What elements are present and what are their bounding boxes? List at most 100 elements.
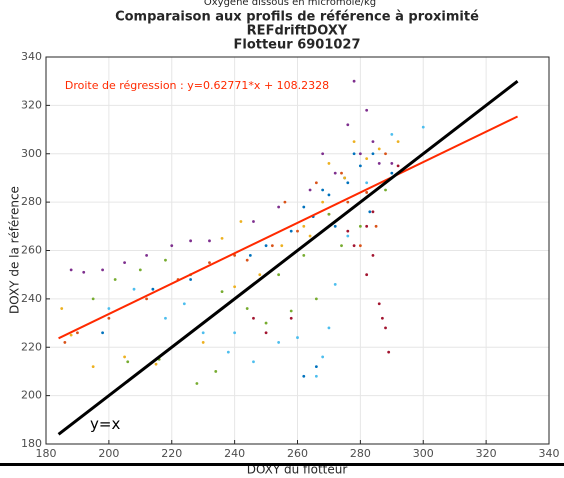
scatter-point [374, 224, 378, 228]
scatter-point [343, 176, 347, 180]
scatter-point [264, 244, 268, 248]
scatter-point [248, 253, 252, 257]
scatter-point [283, 200, 287, 204]
scatter-point [371, 210, 375, 214]
x-tick-label: 320 [476, 447, 497, 460]
scatter-point [164, 316, 167, 320]
scatter-point [384, 326, 387, 330]
scatter-point [69, 268, 73, 272]
scatter-point [101, 331, 104, 335]
x-tick-label: 340 [539, 447, 560, 460]
scatter-point [333, 282, 337, 286]
scatter-point [346, 123, 350, 127]
scatter-point [327, 326, 331, 330]
scatter-point [245, 307, 249, 310]
scatter-point [101, 268, 104, 272]
annotation: y=x [90, 415, 120, 433]
scatter-point [321, 152, 325, 156]
y-tick-label: 240 [21, 292, 42, 305]
scatter-point [201, 341, 205, 344]
scatter-point [314, 374, 318, 378]
scatter-point [352, 140, 356, 144]
scatter-point [396, 140, 400, 144]
scatter-point [308, 188, 312, 192]
scatter-point [358, 164, 362, 168]
scatter-point [277, 341, 281, 344]
scatter-point [314, 181, 318, 185]
scatter-point [252, 360, 255, 364]
reference-line [57, 79, 519, 436]
scatter-point [352, 79, 356, 83]
scatter-point [365, 191, 369, 194]
scatter-point [195, 382, 199, 385]
scatter-point [302, 205, 306, 209]
scatter-point [377, 147, 381, 151]
scatter-point [365, 273, 369, 277]
scatter-point [340, 244, 343, 248]
scatter-point [380, 316, 384, 320]
scatter-point [107, 316, 111, 320]
scatter-point [390, 162, 394, 165]
scatter-point [377, 162, 381, 165]
header-note: Oxygène dissous en micromole/kg [204, 0, 376, 8]
scatter-point [208, 239, 211, 243]
x-tick-label: 260 [287, 447, 308, 460]
scatter-point [358, 152, 362, 156]
y-tick-label: 260 [21, 244, 42, 257]
scatter-point [365, 224, 369, 228]
y-axis-label: DOXY de la référence [8, 186, 22, 314]
scatter-point [239, 220, 243, 223]
scatter-point [365, 181, 369, 185]
scatter-point [371, 253, 375, 257]
scatter-point [371, 152, 375, 156]
y-tick-label: 280 [21, 195, 42, 208]
scatter-point [302, 224, 306, 228]
scatter-point [340, 171, 343, 175]
scatter-point [333, 171, 337, 175]
scatter-point [123, 355, 126, 359]
scatter-point [277, 205, 281, 209]
x-tick-label: 180 [36, 447, 57, 460]
x-tick-label: 280 [350, 447, 371, 460]
scatter-point [107, 307, 111, 310]
scatter-point [252, 220, 255, 223]
scatter-point [421, 125, 425, 129]
scatter-point [132, 287, 136, 291]
x-tick-label: 240 [224, 447, 245, 460]
scatter-point [252, 316, 255, 320]
scatter-point [214, 370, 218, 373]
scatter-point [189, 239, 193, 243]
y-tick-label: 220 [21, 340, 42, 353]
scatter-point [333, 224, 337, 228]
scatter-point [138, 268, 142, 272]
scatter-point [289, 309, 293, 313]
scatter-point [327, 162, 331, 165]
scatter-point [352, 152, 356, 156]
scatter-point [145, 253, 149, 257]
scatter-point [264, 321, 268, 325]
y-tick-label: 320 [21, 98, 42, 111]
scatter-point [321, 355, 325, 359]
scatter-point [60, 307, 64, 310]
scatter-point [296, 336, 299, 339]
y-tick-label: 300 [21, 147, 42, 160]
scatter-point [91, 297, 95, 301]
scatter-point [384, 188, 387, 192]
scatter-point [314, 365, 318, 368]
scatter-point [346, 234, 350, 238]
scatter-point [358, 224, 362, 228]
scatter-point [289, 229, 293, 233]
x-tick-label: 220 [161, 447, 182, 460]
scatter-point [245, 258, 249, 262]
scatter-point [258, 273, 262, 277]
scatter-point [371, 140, 375, 144]
scatter-point [201, 331, 205, 335]
chart-title: REFdriftDOXY [247, 24, 348, 39]
y-tick-label: 180 [21, 437, 42, 450]
scatter-point [387, 350, 391, 354]
scatter-point [321, 188, 325, 192]
scatter-point [302, 374, 306, 378]
scatter-point [365, 108, 369, 112]
scatter-point [390, 133, 394, 136]
